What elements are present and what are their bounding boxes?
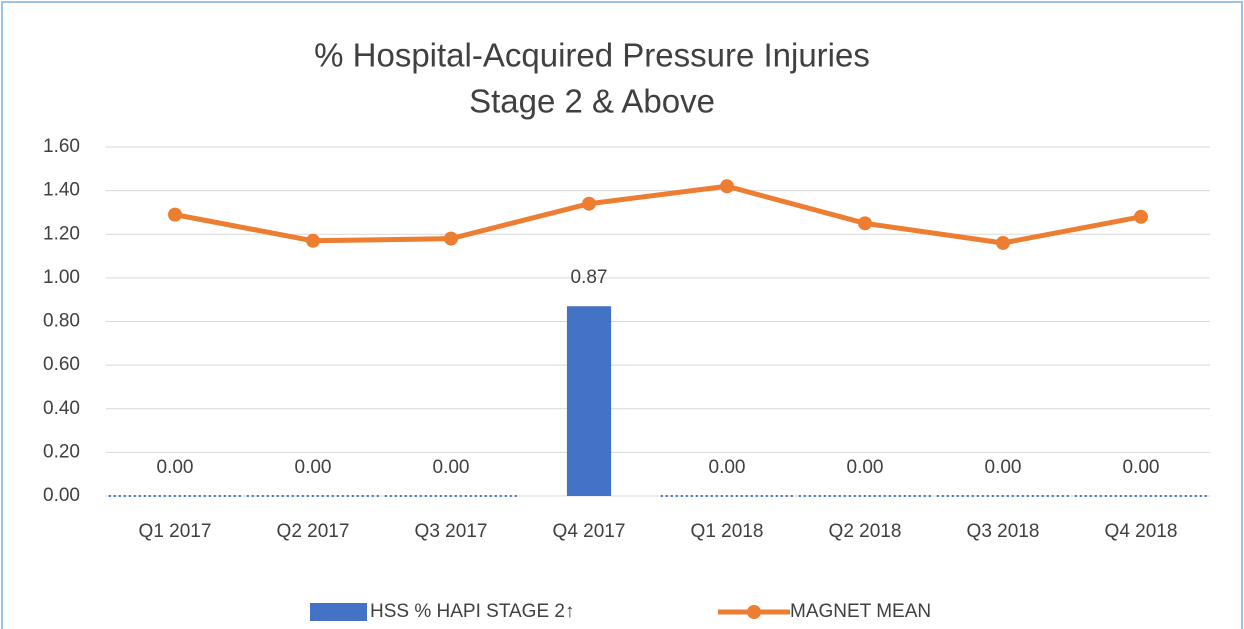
data-label: 0.00 (295, 457, 332, 478)
line-marker (306, 233, 320, 248)
x-tick-label: Q1 2017 (139, 521, 212, 542)
y-tick-label: 1.00 (43, 267, 80, 288)
line-marker (444, 231, 458, 246)
data-label: 0.00 (433, 457, 470, 478)
data-label: 0.87 (571, 267, 608, 288)
y-tick-label: 0.40 (43, 398, 80, 419)
line-marker (858, 216, 872, 231)
x-tick-label: Q1 2018 (691, 521, 764, 542)
bar (566, 306, 612, 496)
line-marker (582, 196, 596, 211)
x-tick-label: Q3 2017 (415, 521, 488, 542)
data-label: 0.00 (157, 457, 194, 478)
chart-title: % Hospital-Acquired Pressure Injuries (314, 37, 870, 74)
y-tick-label: 0.80 (43, 311, 80, 332)
data-label: 0.00 (847, 457, 884, 478)
y-tick-label: 1.60 (43, 136, 80, 157)
line-marker (720, 179, 734, 194)
data-label: 0.00 (1123, 457, 1160, 478)
data-label: 0.00 (709, 457, 746, 478)
y-tick-label: 1.20 (43, 223, 80, 244)
legend-swatch (310, 603, 367, 621)
x-tick-label: Q2 2018 (829, 521, 902, 542)
line-marker (168, 207, 182, 222)
x-tick-label: Q2 2017 (277, 521, 350, 542)
x-tick-label: Q4 2018 (1105, 521, 1178, 542)
legend-label: MAGNET MEAN (790, 601, 931, 622)
line-marker (996, 235, 1010, 250)
line (174, 183, 1142, 246)
y-tick-label: 0.00 (43, 485, 80, 506)
y-tick-label: 1.40 (43, 180, 80, 201)
x-tick-label: Q3 2018 (967, 521, 1040, 542)
legend-label: HSS % HAPI STAGE 2↑ (370, 601, 574, 622)
chart-title: Stage 2 & Above (469, 83, 715, 120)
y-tick-label: 0.20 (43, 441, 80, 462)
data-label: 0.00 (985, 457, 1022, 478)
legend-swatch (747, 605, 761, 619)
y-tick-label: 0.60 (43, 354, 80, 375)
x-tick-label: Q4 2017 (553, 521, 626, 542)
line-marker (1134, 209, 1148, 224)
